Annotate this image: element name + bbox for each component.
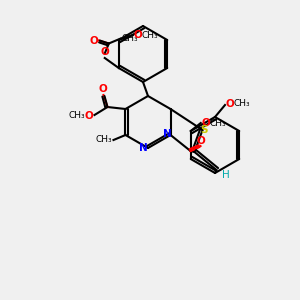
- Text: O: O: [100, 47, 109, 57]
- Text: O: O: [226, 99, 235, 109]
- Text: O: O: [89, 35, 98, 46]
- Text: CH₃: CH₃: [234, 100, 250, 109]
- Text: N: N: [163, 129, 172, 139]
- Text: CH₃: CH₃: [122, 34, 138, 43]
- Text: O: O: [134, 30, 142, 40]
- Text: O: O: [98, 84, 107, 94]
- Text: H: H: [221, 170, 229, 180]
- Text: O: O: [202, 118, 211, 128]
- Text: CH₃: CH₃: [142, 31, 158, 40]
- Text: N: N: [139, 143, 147, 153]
- Text: CH₃: CH₃: [69, 112, 85, 121]
- Text: CH₃: CH₃: [96, 136, 112, 145]
- Text: O: O: [85, 111, 94, 121]
- Text: O: O: [196, 136, 205, 146]
- Text: S: S: [200, 125, 207, 135]
- Text: CH₃: CH₃: [210, 118, 226, 127]
